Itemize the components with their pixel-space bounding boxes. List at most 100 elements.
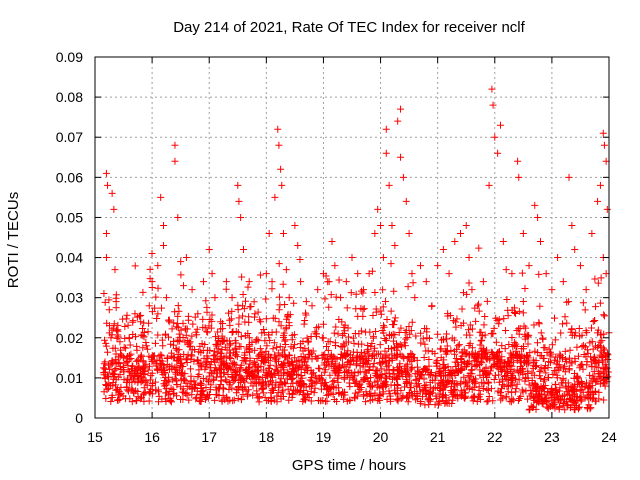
data-point	[387, 260, 395, 268]
data-point	[600, 344, 608, 352]
data-point	[285, 294, 293, 302]
data-point	[519, 297, 527, 305]
data-point	[154, 331, 162, 339]
data-point	[282, 325, 290, 333]
data-point	[590, 367, 598, 375]
data-point	[368, 267, 376, 275]
data-point	[279, 280, 287, 288]
data-point	[584, 349, 592, 357]
data-point	[439, 386, 447, 394]
data-point	[351, 368, 359, 376]
data-point	[270, 369, 278, 377]
data-point	[224, 370, 232, 378]
data-point	[218, 396, 226, 404]
data-point	[426, 397, 434, 405]
data-point	[400, 339, 408, 347]
data-point	[296, 256, 304, 264]
data-point	[601, 379, 609, 387]
data-point	[259, 374, 267, 382]
data-point	[206, 361, 214, 369]
data-point	[203, 376, 211, 384]
data-point	[346, 360, 354, 368]
data-point	[510, 309, 518, 317]
data-point	[536, 368, 544, 376]
data-point	[376, 341, 384, 349]
x-tick-label: 19	[316, 429, 332, 445]
data-point	[152, 386, 160, 394]
data-point	[257, 379, 265, 387]
data-point	[324, 390, 332, 398]
data-point	[417, 339, 425, 347]
data-point	[382, 359, 390, 367]
x-tick-label: 24	[601, 429, 617, 445]
x-tick-label: 20	[373, 429, 389, 445]
data-point	[508, 270, 516, 278]
data-point	[575, 325, 583, 333]
data-point	[436, 398, 444, 406]
data-point	[123, 384, 131, 392]
data-point	[325, 362, 333, 370]
data-point	[583, 404, 591, 412]
data-point	[402, 335, 410, 343]
data-point	[271, 193, 279, 201]
data-point	[383, 315, 391, 323]
data-point	[568, 221, 576, 229]
data-point	[435, 367, 443, 375]
data-point	[600, 311, 608, 319]
data-point	[280, 379, 288, 387]
data-point	[577, 377, 585, 385]
data-point	[151, 378, 159, 386]
data-point	[114, 331, 122, 339]
data-point	[350, 339, 358, 347]
data-point	[352, 290, 360, 298]
data-point	[547, 348, 555, 356]
data-point	[465, 350, 473, 358]
data-point	[529, 404, 537, 412]
data-point	[202, 363, 210, 371]
data-point	[583, 393, 591, 401]
data-point	[318, 396, 326, 404]
data-point	[531, 379, 539, 387]
data-point	[515, 173, 523, 181]
data-point	[139, 357, 147, 365]
data-point	[578, 361, 586, 369]
data-point	[551, 336, 559, 344]
data-point	[569, 391, 577, 399]
data-point	[596, 351, 604, 359]
data-point	[404, 398, 412, 406]
data-point	[346, 373, 354, 381]
data-point	[454, 342, 462, 350]
data-point	[446, 312, 454, 320]
data-point	[175, 330, 183, 338]
data-point	[141, 370, 149, 378]
data-point	[124, 366, 132, 374]
data-point	[369, 395, 377, 403]
data-point	[251, 346, 259, 354]
data-point	[175, 307, 183, 315]
data-point	[101, 358, 109, 366]
data-point	[362, 398, 370, 406]
data-point	[208, 317, 216, 325]
data-point	[421, 401, 429, 409]
data-point	[394, 117, 402, 125]
data-point	[441, 400, 449, 408]
data-point	[418, 371, 426, 379]
data-point	[316, 365, 324, 373]
data-point	[538, 396, 546, 404]
data-point	[225, 353, 233, 361]
data-point	[184, 312, 192, 320]
data-point	[241, 367, 249, 375]
data-point	[554, 357, 562, 365]
data-point	[340, 323, 348, 331]
data-point	[468, 378, 476, 386]
data-point	[603, 205, 611, 213]
data-point	[468, 344, 476, 352]
data-point	[237, 395, 245, 403]
data-point	[116, 363, 124, 371]
data-point	[475, 393, 483, 401]
data-point	[154, 284, 162, 292]
data-point	[371, 229, 379, 237]
data-point	[217, 380, 225, 388]
data-point	[154, 365, 162, 373]
data-point	[377, 310, 385, 318]
